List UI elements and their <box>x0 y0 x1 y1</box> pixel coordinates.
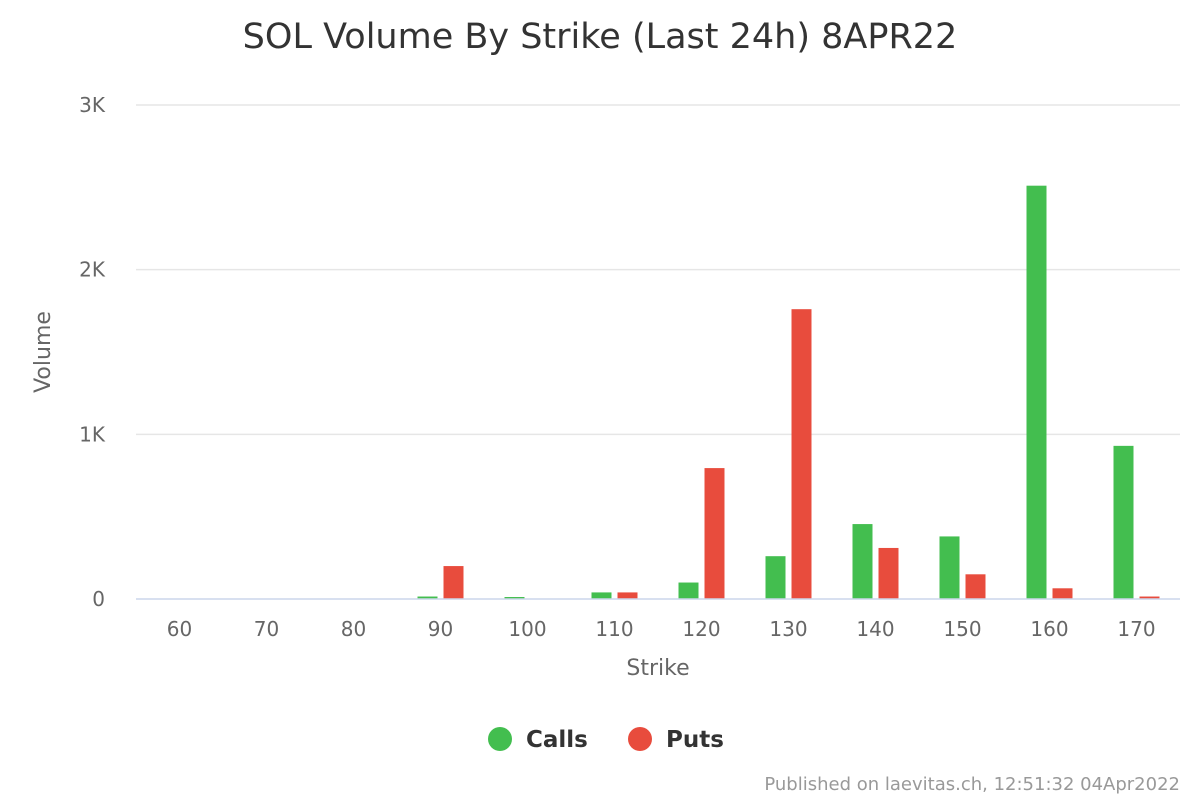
bar-puts[interactable] <box>443 566 464 599</box>
y-tick-label: 2K <box>79 258 106 282</box>
x-tick-label: 140 <box>856 617 894 641</box>
bar-puts[interactable] <box>791 309 812 599</box>
y-tick-label: 1K <box>79 422 106 446</box>
bar-calls[interactable] <box>678 582 699 599</box>
bar-puts[interactable] <box>878 547 899 599</box>
x-tick-label: 120 <box>682 617 720 641</box>
bar-calls[interactable] <box>1026 185 1047 600</box>
legend-marker-calls <box>488 727 512 751</box>
x-axis-tick-labels: 60 70 80 90 100 110 120 130 140 150 160 170 <box>167 617 1156 641</box>
bar-calls[interactable] <box>504 597 525 599</box>
legend: Calls Puts <box>488 727 724 753</box>
chart-title: SOL Volume By Strike (Last 24h) 8APR22 <box>243 17 958 57</box>
y-tick-label: 3K <box>79 93 106 117</box>
x-tick-label: 130 <box>769 617 807 641</box>
bar-puts[interactable] <box>1052 588 1073 599</box>
x-tick-label: 80 <box>341 617 366 641</box>
legend-item-calls[interactable]: Calls <box>526 727 588 753</box>
bar-calls[interactable] <box>591 592 612 599</box>
legend-item-puts[interactable]: Puts <box>666 727 724 753</box>
x-tick-label: 90 <box>428 617 453 641</box>
x-tick-label: 70 <box>254 617 279 641</box>
credit-text[interactable]: Published on laevitas.ch, 12:51:32 04Apr… <box>764 774 1180 795</box>
legend-marker-puts <box>628 727 652 751</box>
bar-puts[interactable] <box>617 592 638 599</box>
x-tick-label: 170 <box>1117 617 1155 641</box>
bar-calls[interactable] <box>765 556 786 599</box>
x-tick-label: 60 <box>167 617 192 641</box>
x-tick-label: 110 <box>595 617 633 641</box>
bar-puts[interactable] <box>1139 596 1160 599</box>
x-tick-label: 150 <box>943 617 981 641</box>
x-tick-label: 160 <box>1030 617 1068 641</box>
y-gridlines <box>136 104 1180 436</box>
x-axis-title: Strike <box>626 656 689 681</box>
y-axis-tick-labels: 0 1K 2K 3K <box>79 93 106 611</box>
bar-puts[interactable] <box>965 574 986 599</box>
y-axis-title: Volume <box>31 311 56 393</box>
bar-puts[interactable] <box>704 468 725 599</box>
y-tick-label: 0 <box>92 587 105 611</box>
bar-calls[interactable] <box>1113 445 1134 599</box>
bars <box>417 185 1160 600</box>
x-tick-label: 100 <box>508 617 546 641</box>
bar-calls[interactable] <box>939 536 960 599</box>
bar-calls[interactable] <box>852 524 873 599</box>
bar-calls[interactable] <box>417 596 438 599</box>
